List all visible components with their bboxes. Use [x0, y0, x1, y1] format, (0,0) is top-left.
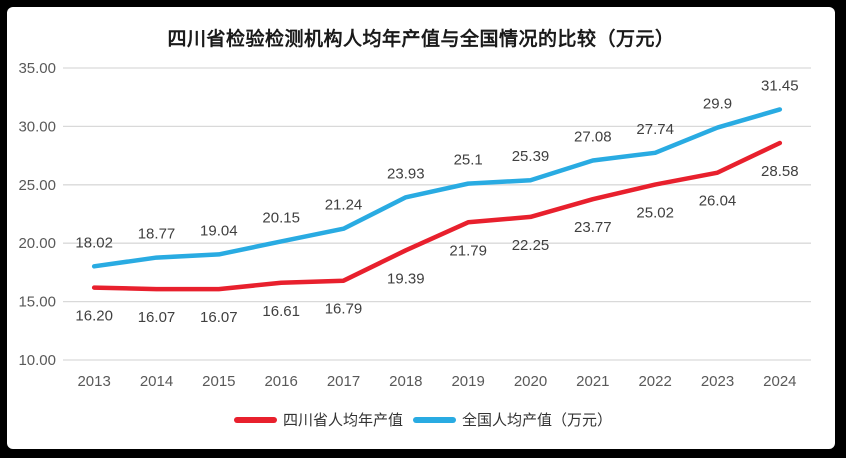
x-axis-tick-label: 2022	[638, 373, 671, 390]
data-label-sichuan: 28.58	[761, 163, 799, 180]
chart-legend: 四川省人均年产值 全国人均产值（万元）	[0, 409, 846, 430]
data-label-sichuan: 26.04	[699, 193, 737, 210]
data-label-sichuan: 16.20	[75, 308, 113, 325]
data-label-sichuan: 22.25	[512, 237, 550, 254]
data-label-sichuan: 25.02	[636, 205, 674, 222]
data-label-sichuan: 16.61	[262, 303, 300, 320]
x-axis-tick-label: 2014	[140, 373, 173, 390]
series-line-sichuan	[91, 140, 783, 292]
legend-swatch-sichuan-icon	[233, 416, 277, 423]
data-label-national: 29.9	[703, 96, 732, 113]
chart-title: 四川省检验检测机构人均年产值与全国情况的比较（万元）	[167, 29, 675, 50]
data-label-sichuan: 21.79	[449, 242, 487, 259]
y-axis-tick-label: 30.00	[18, 118, 56, 135]
x-axis-tick-label: 2020	[514, 373, 547, 390]
legend-item-national: 全国人均产值（万元）	[413, 409, 612, 430]
y-axis-tick-label: 10.00	[18, 352, 56, 369]
data-label-sichuan: 16.07	[138, 309, 176, 326]
legend-swatch-national-icon	[413, 416, 456, 423]
data-label-national: 18.77	[138, 226, 176, 243]
x-axis-tick-label: 2017	[327, 373, 360, 390]
y-axis-tick-label: 15.00	[18, 294, 56, 311]
data-label-national: 27.74	[636, 121, 674, 138]
legend-label-sichuan: 四川省人均年产值	[282, 412, 403, 429]
legend-item-sichuan: 四川省人均年产值	[233, 409, 403, 430]
data-label-sichuan: 23.77	[574, 219, 612, 236]
data-label-national: 23.93	[387, 165, 425, 182]
data-label-sichuan: 19.39	[387, 270, 425, 287]
data-label-national: 18.02	[75, 234, 113, 251]
data-label-national: 25.1	[454, 152, 483, 169]
series-line-national	[91, 107, 783, 269]
x-axis-tick-label: 2021	[576, 373, 609, 390]
x-axis-tick-label: 2023	[701, 373, 734, 390]
data-label-sichuan: 16.07	[200, 309, 238, 326]
y-axis-tick-label: 35.00	[18, 60, 56, 77]
data-label-national: 31.45	[761, 77, 799, 94]
x-axis-tick-label: 2013	[77, 373, 110, 390]
x-axis-tick-label: 2018	[389, 373, 422, 390]
data-label-national: 19.04	[200, 222, 238, 239]
data-label-national: 20.15	[262, 209, 300, 226]
data-label-national: 21.24	[325, 197, 363, 214]
chart-panel: 四川省检验检测机构人均年产值与全国情况的比较（万元）	[7, 7, 835, 449]
data-label-national: 25.39	[512, 148, 550, 165]
legend-label-national: 全国人均产值（万元）	[462, 412, 613, 429]
x-axis-tick-label: 2024	[763, 373, 796, 390]
data-label-sichuan: 16.79	[325, 301, 363, 318]
y-axis-tick-label: 25.00	[18, 177, 56, 194]
x-axis-tick-label: 2015	[202, 373, 235, 390]
data-label-national: 27.08	[574, 129, 612, 146]
x-axis-tick-label: 2016	[264, 373, 297, 390]
y-axis-tick-label: 20.00	[18, 235, 56, 252]
x-axis-tick-label: 2019	[451, 373, 484, 390]
